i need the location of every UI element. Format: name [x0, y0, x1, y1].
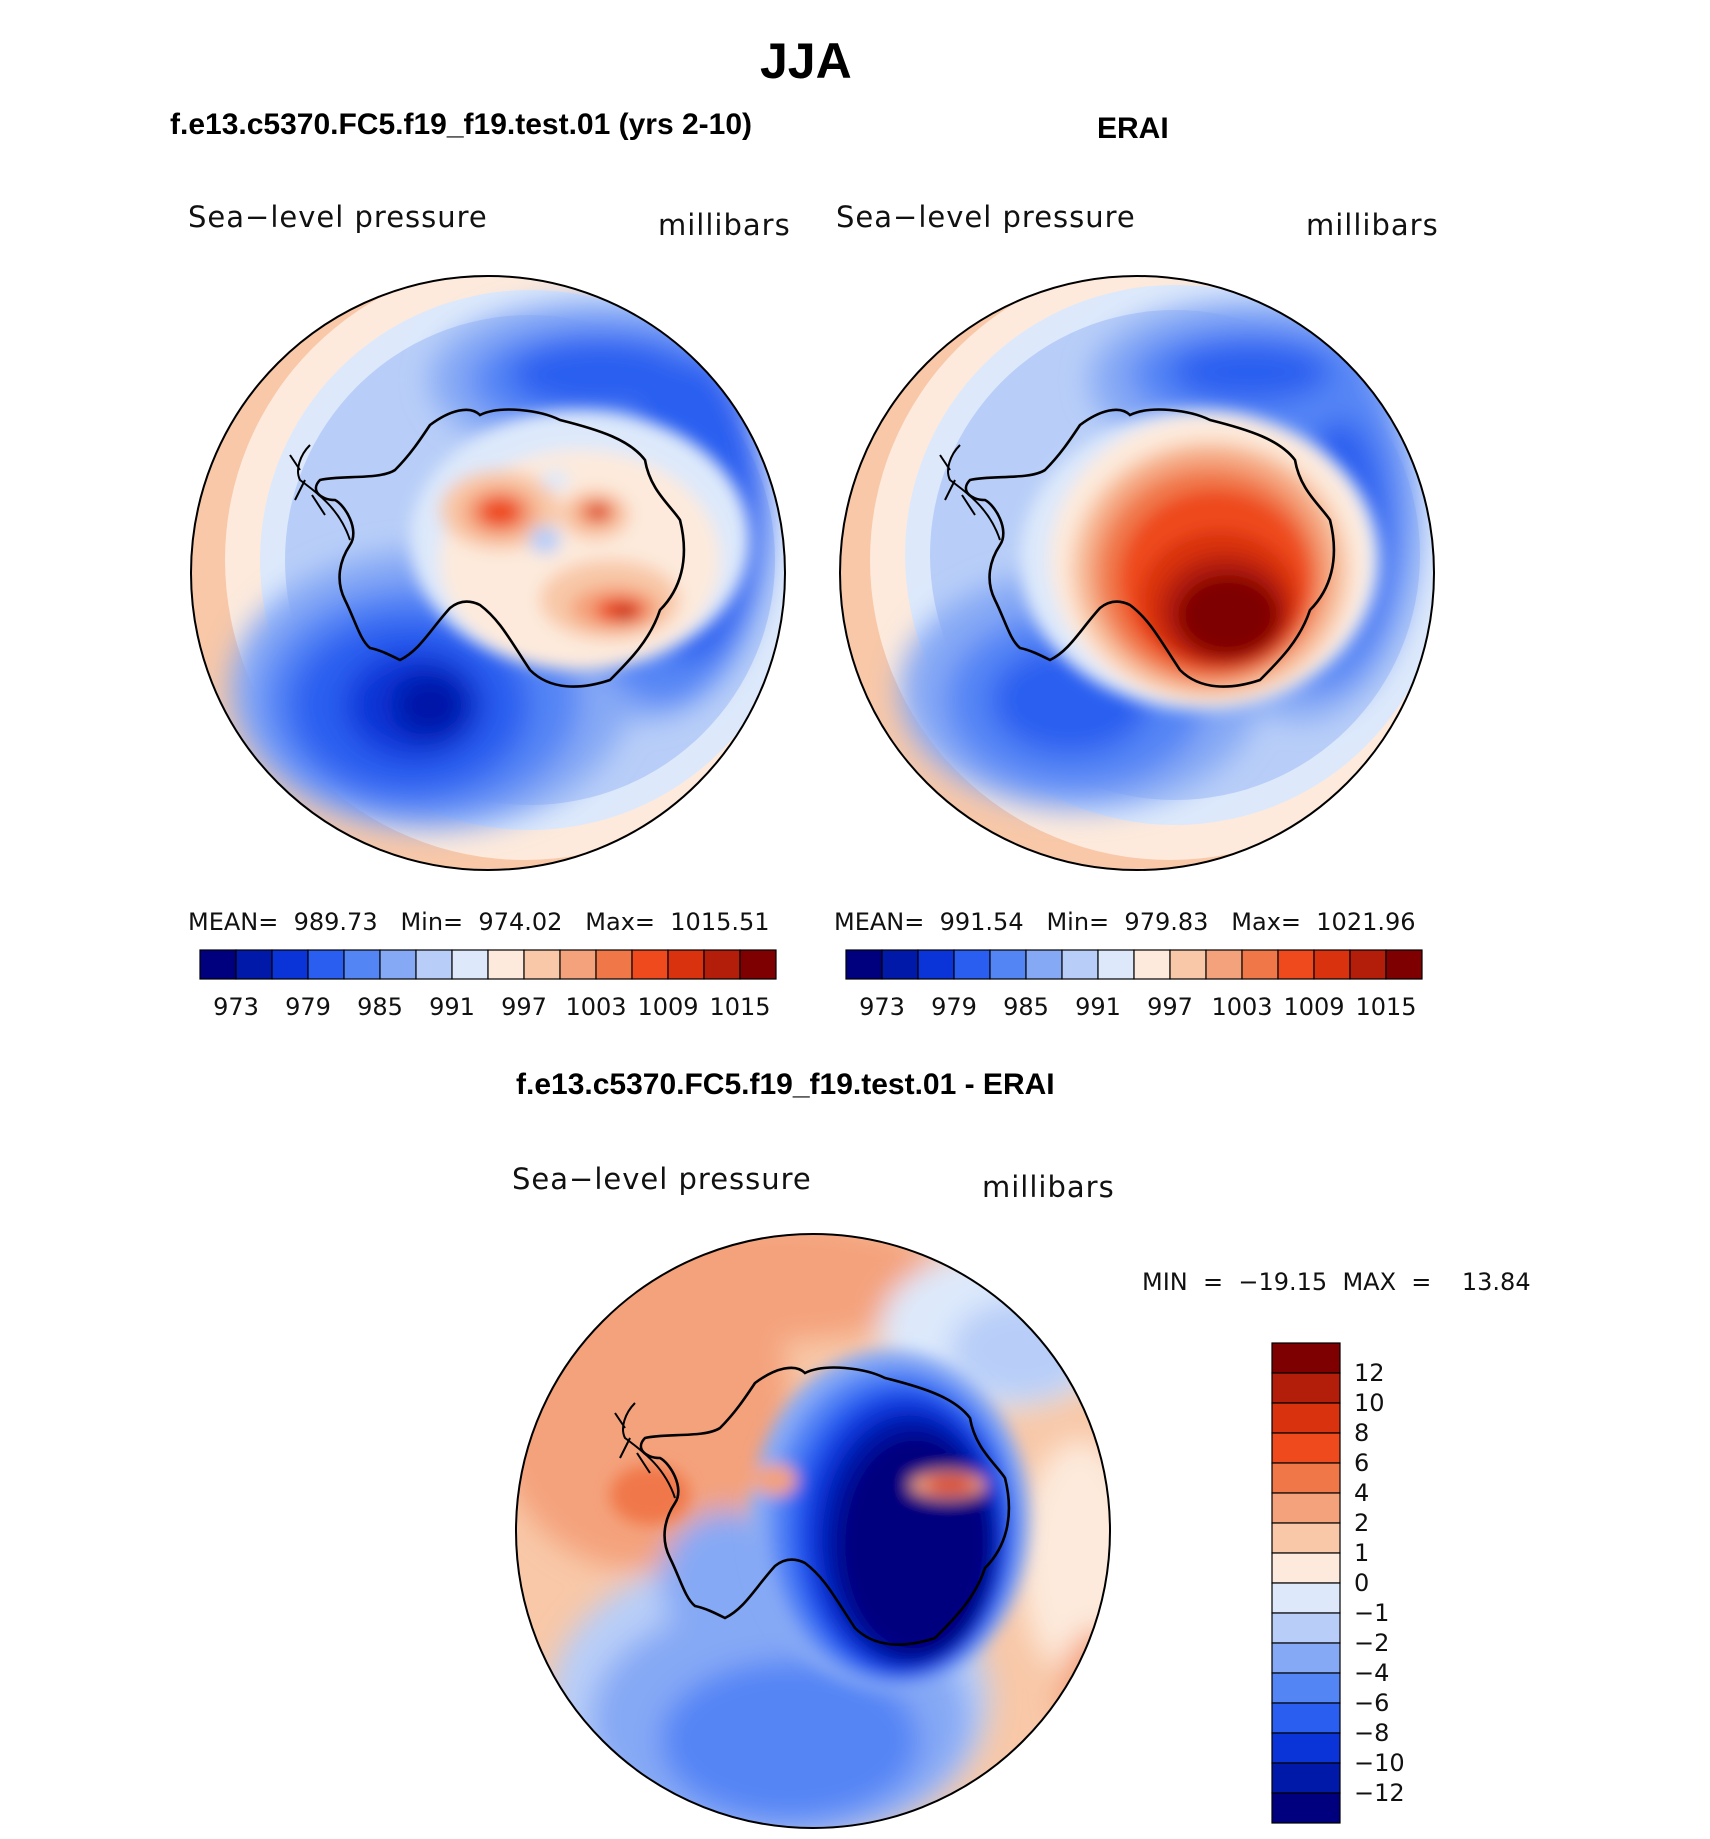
model-colorbar-cell — [451, 949, 489, 980]
diff-minmax: MIN = −19.15 MAX = 13.84 — [1142, 1268, 1531, 1296]
diff-colorbar-cell — [1271, 1552, 1341, 1584]
model-colorbar-cell — [703, 949, 741, 980]
diff-panel-title: f.e13.c5370.FC5.f19_f19.test.01 - ERAI — [516, 1068, 1055, 1101]
model-colorbar-cell — [667, 949, 705, 980]
model-colorbar-cell — [343, 949, 381, 980]
obs-colorbar-cell — [881, 949, 919, 980]
model-colorbar-cell — [271, 949, 309, 980]
diff-colorbar-cell — [1271, 1402, 1341, 1434]
diff-colorbar-cell — [1271, 1672, 1341, 1704]
model-colorbar-cell — [523, 949, 561, 980]
obs-colorbar-cell — [1313, 949, 1351, 980]
diff-colorbar-tick-label: 10 — [1354, 1389, 1385, 1417]
model-colorbar-tick-label: 979 — [285, 993, 331, 1021]
obs-polar-map — [839, 275, 1435, 871]
model-colorbar-tick-label: 997 — [501, 993, 547, 1021]
obs-colorbar-cell — [845, 949, 883, 980]
obs-colorbar: 973 979 985 991 997 1003 1009 1015 — [845, 949, 1423, 1021]
model-colorbar-cell — [235, 949, 273, 980]
diff-colorbar-cell — [1271, 1612, 1341, 1644]
diff-colorbar-tick-label: 6 — [1354, 1449, 1369, 1477]
obs-colorbar-tick-label: 973 — [859, 993, 905, 1021]
diff-colorbar-cell — [1271, 1462, 1341, 1494]
model-colorbar: 973 979 985 991 997 1003 1009 1015 — [199, 949, 777, 1021]
obs-colorbar-cell — [1025, 949, 1063, 980]
obs-colorbar-cell — [1097, 949, 1135, 980]
model-colorbar-cell — [415, 949, 453, 980]
obs-panel-title: ERAI — [1097, 112, 1169, 145]
diff-colorbar-cell — [1271, 1372, 1341, 1404]
diff-colorbar-tick-label: 1 — [1354, 1539, 1369, 1567]
model-colorbar-tick-label: 1003 — [565, 993, 626, 1021]
diff-colorbar-cell — [1271, 1762, 1341, 1794]
model-panel-title: f.e13.c5370.FC5.f19_f19.test.01 (yrs 2-1… — [170, 108, 753, 141]
diff-colorbar-cell — [1271, 1732, 1341, 1764]
obs-colorbar-cell — [1169, 949, 1207, 980]
model-colorbar-cell — [631, 949, 669, 980]
diff-colorbar-cell — [1271, 1642, 1341, 1674]
model-colorbar-tick-label: 1015 — [709, 993, 770, 1021]
diff-colorbar-cell — [1271, 1432, 1341, 1464]
model-colorbar-cell — [487, 949, 525, 980]
model-colorbar-cell — [559, 949, 597, 980]
obs-colorbar-tick-label: 979 — [931, 993, 977, 1021]
obs-colorbar-cell — [1205, 949, 1243, 980]
model-stats: MEAN= 989.73 Min= 974.02 Max= 1015.51 — [188, 908, 770, 936]
obs-colorbar-cell — [917, 949, 955, 980]
obs-units-label: millibars — [1306, 208, 1439, 242]
diff-colorbar-tick-label: −12 — [1354, 1779, 1405, 1807]
obs-colorbar-tick-label: 985 — [1003, 993, 1049, 1021]
model-colorbar-tick-label: 973 — [213, 993, 259, 1021]
obs-colorbar-tick-label: 1009 — [1283, 993, 1344, 1021]
diff-colorbar-tick-label: −1 — [1354, 1599, 1389, 1627]
obs-colorbar-cell — [1349, 949, 1387, 980]
diff-colorbar-tick-label: 12 — [1354, 1359, 1385, 1387]
diff-colorbar-cell — [1271, 1342, 1341, 1374]
diff-polar-map — [515, 1233, 1111, 1829]
model-polar-map — [190, 275, 786, 871]
model-colorbar-cell — [379, 949, 417, 980]
obs-colorbar-cell — [1277, 949, 1315, 980]
model-colorbar-tick-label: 1009 — [637, 993, 698, 1021]
obs-colorbar-tick-label: 1015 — [1355, 993, 1416, 1021]
diff-colorbar-cell — [1271, 1792, 1341, 1824]
model-variable-label: Sea−level pressure — [188, 200, 488, 234]
diff-colorbar-cell — [1271, 1702, 1341, 1734]
diff-variable-label: Sea−level pressure — [512, 1162, 812, 1196]
diff-colorbar-tick-label: −2 — [1354, 1629, 1389, 1657]
diff-units-label: millibars — [982, 1170, 1115, 1204]
obs-colorbar-cell — [1133, 949, 1171, 980]
diff-colorbar-cell — [1271, 1582, 1341, 1614]
diff-colorbar-tick-label: −6 — [1354, 1689, 1389, 1717]
diff-colorbar-tick-label: −4 — [1354, 1659, 1389, 1687]
model-colorbar-cell — [595, 949, 633, 980]
diff-colorbar-cell — [1271, 1522, 1341, 1554]
diff-colorbar-tick-label: −10 — [1354, 1749, 1405, 1777]
season-title: JJA — [760, 33, 852, 89]
model-colorbar-cell — [739, 949, 777, 980]
model-colorbar-tick-label: 991 — [429, 993, 475, 1021]
diff-colorbar-tick-label: −8 — [1354, 1719, 1389, 1747]
diff-colorbar-tick-label: 0 — [1354, 1569, 1369, 1597]
obs-colorbar-cell — [953, 949, 991, 980]
obs-colorbar-cell — [1385, 949, 1423, 980]
obs-colorbar-cell — [1241, 949, 1279, 980]
diff-colorbar-cell — [1271, 1492, 1341, 1524]
model-units-label: millibars — [658, 208, 791, 242]
diff-colorbar-tick-label: 8 — [1354, 1419, 1369, 1447]
model-colorbar-cell — [199, 949, 237, 980]
diff-colorbar-tick-label: 2 — [1354, 1509, 1369, 1537]
obs-stats: MEAN= 991.54 Min= 979.83 Max= 1021.96 — [834, 908, 1416, 936]
obs-variable-label: Sea−level pressure — [836, 200, 1136, 234]
diff-colorbar-tick-label: 4 — [1354, 1479, 1369, 1507]
model-colorbar-tick-label: 985 — [357, 993, 403, 1021]
obs-colorbar-tick-label: 997 — [1147, 993, 1193, 1021]
obs-colorbar-tick-label: 1003 — [1211, 993, 1272, 1021]
obs-colorbar-tick-label: 991 — [1075, 993, 1121, 1021]
model-colorbar-cell — [307, 949, 345, 980]
obs-colorbar-cell — [1061, 949, 1099, 980]
obs-colorbar-cell — [989, 949, 1027, 980]
